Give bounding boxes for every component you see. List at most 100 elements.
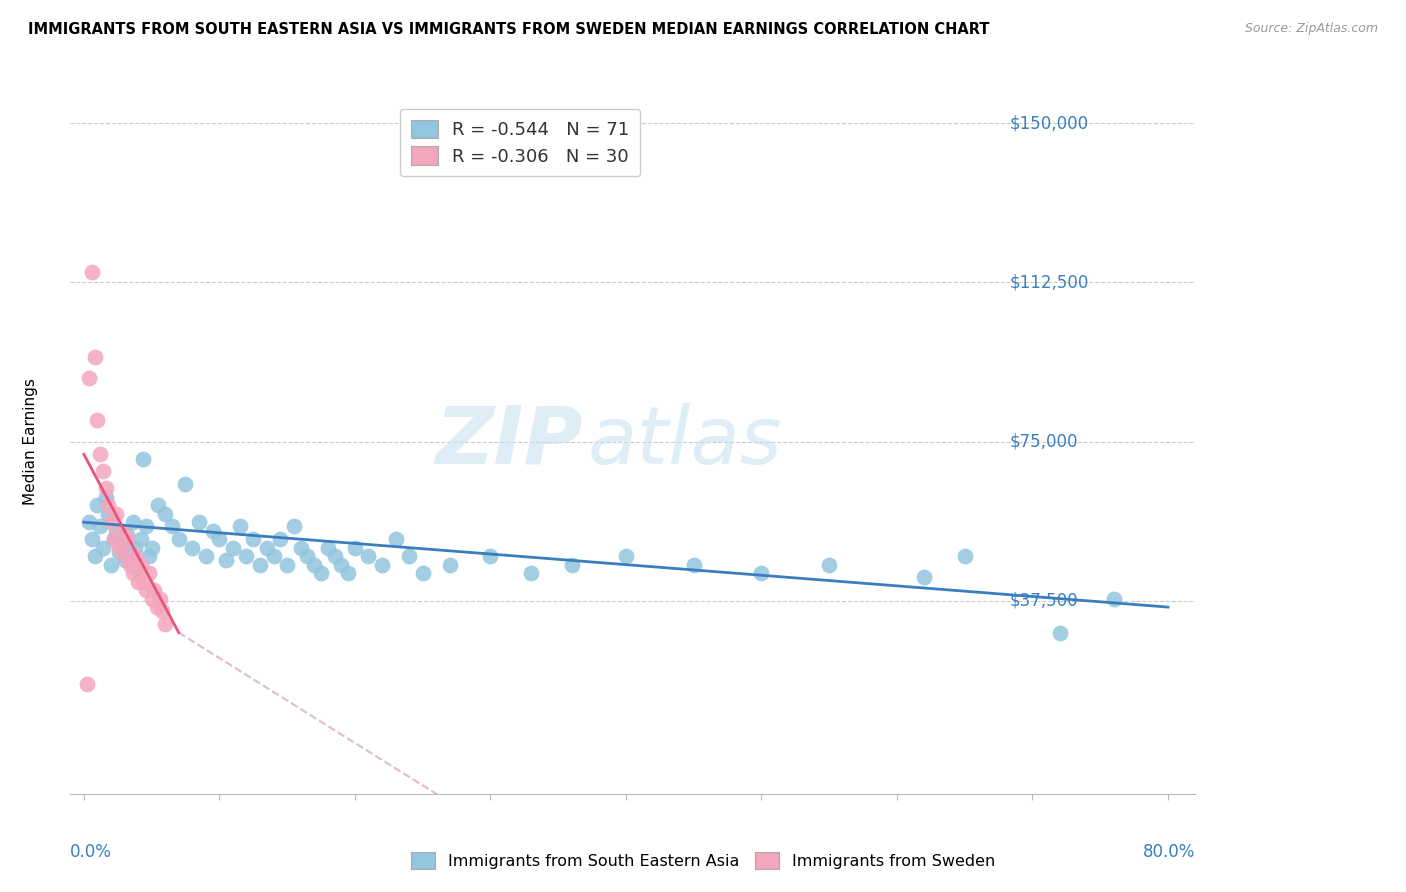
Point (132, 451, 155, 466)
Point (1102, 591, 1125, 606)
Point (97, 498, 120, 512)
Point (127, 574, 149, 589)
Point (121, 515, 143, 529)
Point (194, 549, 217, 563)
Point (114, 553, 136, 567)
Point (141, 591, 163, 606)
Point (124, 549, 146, 563)
Point (912, 570, 935, 584)
Point (215, 553, 238, 567)
Point (235, 549, 257, 563)
Point (152, 604, 174, 618)
Point (309, 566, 332, 581)
Text: $75,000: $75,000 (1010, 433, 1078, 450)
Point (115, 532, 138, 546)
Point (89, 447, 111, 461)
Point (276, 558, 298, 572)
Text: Source: ZipAtlas.com: Source: ZipAtlas.com (1244, 22, 1378, 36)
Point (94, 490, 117, 504)
Point (108, 541, 131, 555)
Point (357, 549, 380, 563)
Point (124, 541, 146, 555)
Point (83, 350, 105, 364)
Point (146, 600, 169, 615)
Point (132, 574, 155, 589)
Point (86, 413, 108, 427)
Point (89, 519, 111, 533)
Point (91, 541, 114, 555)
Point (83, 549, 105, 563)
Point (302, 558, 325, 572)
Point (614, 549, 637, 563)
Point (818, 558, 841, 572)
Point (80, 265, 103, 279)
Point (111, 536, 134, 550)
Text: $150,000: $150,000 (1010, 114, 1088, 132)
Point (174, 477, 197, 491)
Point (242, 532, 264, 546)
Point (371, 558, 394, 572)
Point (412, 566, 434, 581)
Text: IMMIGRANTS FROM SOUTH EASTERN ASIA VS IMMIGRANTS FROM SWEDEN MEDIAN EARNINGS COR: IMMIGRANTS FROM SOUTH EASTERN ASIA VS IM… (28, 22, 990, 37)
Point (283, 519, 305, 533)
Point (138, 566, 160, 581)
Point (520, 566, 543, 581)
Text: $37,500: $37,500 (1010, 591, 1078, 610)
Point (269, 532, 291, 546)
Point (94, 481, 117, 495)
Legend: Immigrants from South Eastern Asia, Immigrants from Sweden: Immigrants from South Eastern Asia, Immi… (405, 846, 1001, 875)
Point (105, 507, 128, 521)
Point (138, 549, 160, 563)
Point (103, 532, 125, 546)
Text: atlas: atlas (588, 402, 783, 481)
Point (141, 541, 163, 555)
Point (76, 676, 98, 690)
Point (108, 545, 131, 559)
Point (208, 532, 231, 546)
Point (86, 498, 108, 512)
Text: Median Earnings: Median Earnings (24, 378, 38, 505)
Point (167, 532, 190, 546)
Point (118, 549, 141, 563)
Point (77, 515, 100, 529)
Point (121, 566, 143, 581)
Point (337, 566, 360, 581)
Point (188, 515, 211, 529)
Point (330, 558, 353, 572)
Point (103, 532, 125, 546)
Point (91, 464, 114, 478)
Point (111, 524, 134, 538)
Point (222, 541, 245, 555)
Text: ZIP: ZIP (434, 402, 582, 481)
Point (153, 507, 176, 521)
Text: 80.0%: 80.0% (1143, 843, 1195, 861)
Point (263, 549, 285, 563)
Point (1049, 625, 1071, 640)
Point (135, 519, 157, 533)
Point (148, 498, 170, 512)
Text: $112,500: $112,500 (1010, 273, 1088, 292)
Point (343, 541, 366, 555)
Point (439, 558, 461, 572)
Point (115, 528, 138, 542)
Point (290, 541, 312, 555)
Point (80, 532, 103, 546)
Point (201, 524, 224, 538)
Point (129, 532, 152, 546)
Point (479, 549, 502, 563)
Point (316, 541, 339, 555)
Point (181, 541, 204, 555)
Text: 0.0%: 0.0% (70, 843, 112, 861)
Point (953, 549, 976, 563)
Point (160, 519, 183, 533)
Point (751, 566, 773, 581)
Point (100, 515, 122, 529)
Point (118, 558, 141, 572)
Point (153, 617, 176, 632)
Point (256, 541, 278, 555)
Point (97, 507, 120, 521)
Point (398, 549, 420, 563)
Point (149, 591, 172, 606)
Point (228, 519, 250, 533)
Point (143, 583, 166, 598)
